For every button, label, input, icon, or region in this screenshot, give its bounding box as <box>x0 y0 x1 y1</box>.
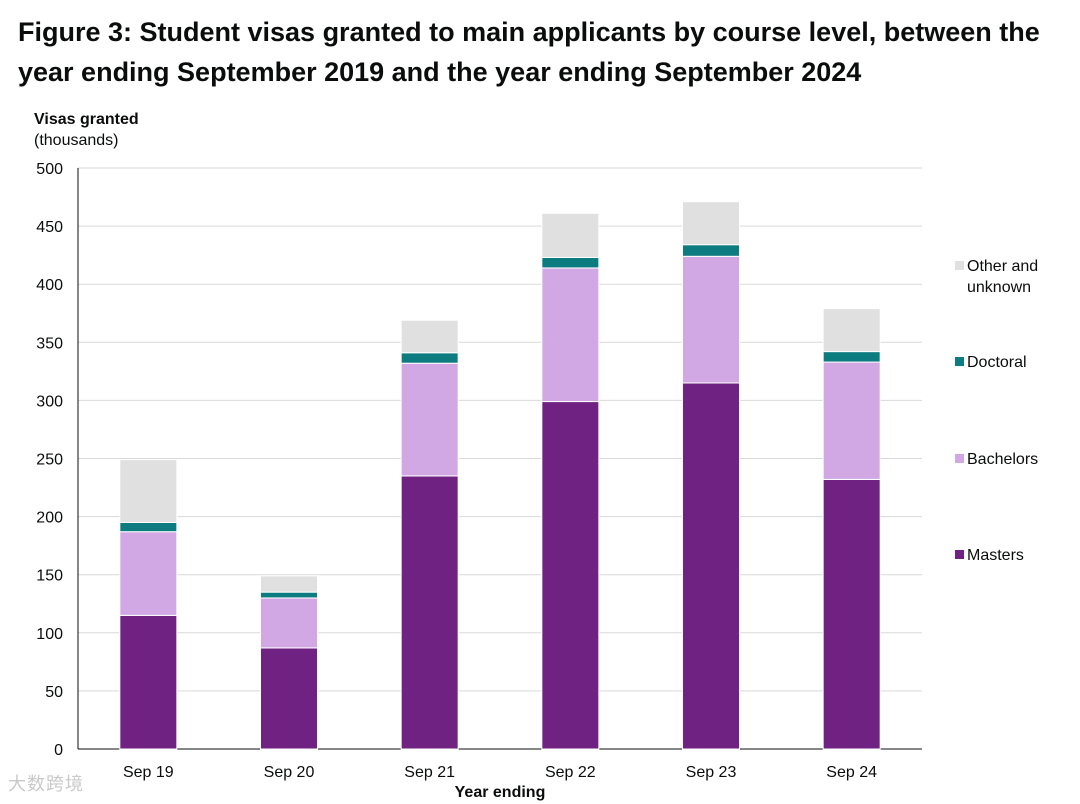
x-tick-label: Sep 23 <box>686 764 737 781</box>
bar-masters <box>822 478 881 750</box>
y-tick-label: 250 <box>36 452 63 469</box>
y-tick-label: 100 <box>36 626 63 643</box>
bar-bachelors <box>400 362 459 477</box>
y-tick-label: 200 <box>36 510 63 527</box>
bar-doctoral <box>400 352 459 364</box>
bar-doctoral <box>822 351 881 363</box>
bar-masters <box>682 382 740 750</box>
watermark: 大数跨境 <box>8 774 84 794</box>
y-tick-label: 0 <box>54 742 63 759</box>
bar-doctoral <box>119 521 178 533</box>
bar-doctoral <box>682 244 740 257</box>
x-tick-label: Sep 20 <box>264 764 315 781</box>
bar-other-and-unknown <box>400 319 459 354</box>
y-tick-label: 450 <box>36 219 63 236</box>
bar-other-and-unknown <box>541 212 600 258</box>
legend-swatch-masters <box>955 550 964 559</box>
legend-swatch-bachelors <box>955 454 964 463</box>
bar-bachelors <box>822 361 881 480</box>
legend-label: Bachelors <box>967 451 1038 468</box>
y-tick-label: 150 <box>36 568 63 585</box>
chart-title: Figure 3: Student visas granted to main … <box>18 17 1040 87</box>
bar-masters <box>260 647 318 750</box>
bar-masters <box>400 475 459 750</box>
legend-swatch-other-and-unknown <box>955 261 964 270</box>
bar-doctoral <box>260 591 318 599</box>
y-tick-label: 50 <box>45 684 63 701</box>
legend-label: Masters <box>967 547 1024 564</box>
bar-other-and-unknown <box>822 308 881 353</box>
bar-other-and-unknown <box>260 575 318 593</box>
x-tick-label: Sep 21 <box>404 764 455 781</box>
bar-other-and-unknown <box>119 459 178 523</box>
bar-doctoral <box>541 256 600 269</box>
y-axis-label: Visas granted <box>34 111 139 128</box>
legend-label: Doctoral <box>967 354 1027 371</box>
legend-label: unknown <box>967 279 1031 296</box>
y-tick-label: 400 <box>36 277 63 294</box>
bar-bachelors <box>682 255 740 384</box>
legend-label: Other and <box>967 258 1038 275</box>
bar-masters <box>119 614 178 750</box>
x-tick-label: Sep 24 <box>826 764 877 781</box>
bar-masters <box>541 401 600 750</box>
bar-bachelors <box>260 597 318 649</box>
bar-bachelors <box>119 531 178 616</box>
y-tick-label: 350 <box>36 335 63 352</box>
y-tick-label: 300 <box>36 393 63 410</box>
x-tick-label: Sep 22 <box>545 764 596 781</box>
bar-bachelors <box>541 267 600 403</box>
x-axis-label: Year ending <box>455 784 546 801</box>
y-tick-label: 500 <box>36 161 63 178</box>
y-axis-unit-label: (thousands) <box>34 132 119 149</box>
x-tick-label: Sep 19 <box>123 764 174 781</box>
bar-other-and-unknown <box>682 201 740 246</box>
legend-swatch-doctoral <box>955 357 964 366</box>
